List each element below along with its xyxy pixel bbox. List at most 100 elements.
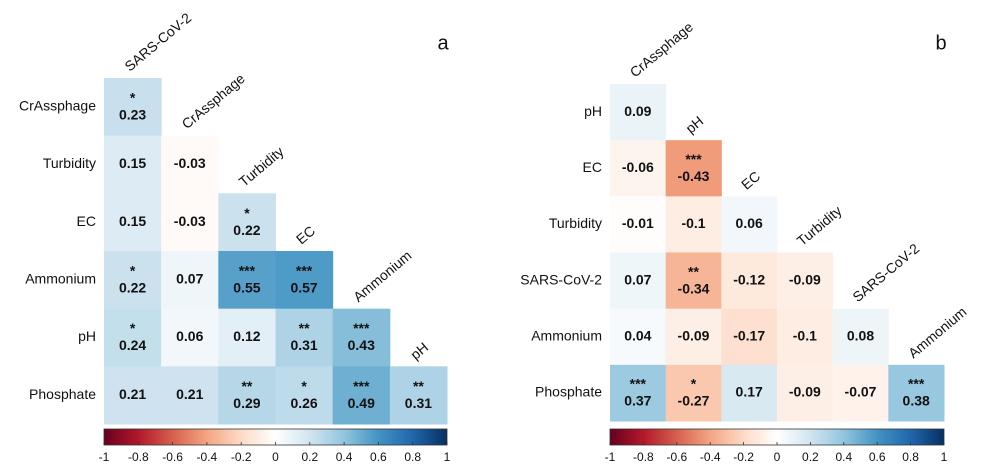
cell [161, 308, 219, 367]
cell-value: 0.08 [847, 327, 874, 343]
cell-value: -0.17 [733, 327, 765, 343]
cell [610, 84, 667, 141]
cell-value: -0.06 [622, 159, 654, 175]
cell [777, 364, 834, 422]
significance: *** [239, 263, 256, 279]
cell [104, 366, 162, 425]
cell [721, 364, 778, 422]
cell [218, 308, 276, 367]
cell-value: 0.04 [624, 327, 651, 343]
colorbar-tick-label: -0.4 [700, 450, 721, 464]
colorbar-tick-label: 0 [774, 450, 781, 464]
colorbar-tick-label: 1 [444, 450, 451, 464]
cell-value: 0.31 [290, 337, 317, 353]
cell-value: 0.23 [119, 107, 146, 123]
cell-value: -0.09 [789, 384, 821, 400]
cell-value: 0.07 [624, 271, 651, 287]
cell [665, 364, 722, 422]
cell-value: 0.21 [176, 386, 203, 402]
cell [665, 252, 722, 310]
row-label: Ammonium [531, 327, 602, 343]
row-label: pH [78, 328, 96, 344]
colorbar-tick-label: 1 [941, 450, 948, 464]
column-label: Ammonium [350, 247, 415, 305]
colorbar-tick-label: -1 [605, 450, 616, 464]
colorbar-tick-label: 0.4 [336, 450, 353, 464]
cell-value: 0.49 [348, 395, 375, 411]
colorbar-tick-label: -0.8 [633, 450, 654, 464]
row-label: Phosphate [535, 384, 602, 400]
cell [665, 140, 722, 197]
cell [104, 135, 162, 194]
cell [389, 366, 448, 425]
significance: ** [413, 378, 424, 394]
colorbar-tick-label: 0.2 [301, 450, 318, 464]
significance: ** [688, 263, 699, 279]
significance: * [691, 376, 697, 392]
significance: * [130, 320, 136, 336]
cell [721, 308, 778, 366]
significance: *** [630, 376, 647, 392]
cell-value: 0.22 [119, 280, 146, 296]
cell-value: -0.07 [845, 384, 877, 400]
cell [610, 364, 667, 422]
cell [610, 140, 667, 197]
colorbar-tick-label: -0.8 [128, 450, 149, 464]
significance: * [130, 263, 136, 279]
colorbar-tick-label: 0.6 [370, 450, 387, 464]
colorbar-tick-label: 0.4 [835, 450, 852, 464]
cell [161, 135, 219, 194]
column-label: pH [407, 339, 431, 363]
cell-value: 0.06 [176, 328, 203, 344]
cell-value: 0.24 [119, 337, 146, 353]
significance: *** [296, 263, 313, 279]
cell-value: -0.1 [681, 215, 705, 231]
cell [721, 252, 778, 310]
row-label: pH [584, 103, 602, 119]
column-label: EC [293, 223, 318, 248]
cell-value: -0.12 [733, 271, 765, 287]
cell-value: 0.06 [736, 215, 763, 231]
cell [721, 196, 778, 253]
cell-value: -0.43 [678, 168, 710, 184]
column-label: Ammonium [905, 303, 970, 361]
cell [218, 366, 276, 425]
cell [275, 308, 334, 367]
cell-value: -0.27 [678, 393, 710, 409]
cell [104, 78, 162, 137]
column-label: Turbidity [794, 202, 845, 248]
cell-value: 0.26 [290, 395, 317, 411]
significance: *** [685, 151, 702, 167]
cell-value: -0.03 [174, 155, 206, 171]
column-label: CrAssphage [179, 70, 248, 132]
cell-value: 0.55 [233, 280, 260, 296]
cell [161, 193, 219, 252]
cell-value: -0.1 [793, 327, 817, 343]
cell [832, 308, 889, 366]
cell [218, 193, 276, 252]
colorbar-tick-label: -0.2 [733, 450, 754, 464]
cell [610, 252, 667, 310]
cell [161, 366, 219, 425]
row-label: CrAssphage [19, 98, 96, 114]
colorbar-tick-label: 0.8 [404, 450, 421, 464]
colorbar-tick-label: -0.6 [162, 450, 183, 464]
significance: * [244, 205, 250, 221]
cell [218, 251, 276, 310]
cell [610, 308, 667, 366]
column-label: CrAssphage [627, 18, 696, 80]
panel-label: a [437, 32, 449, 54]
row-label: Turbidity [549, 215, 602, 231]
colorbar-tick-label: -0.6 [666, 450, 687, 464]
cell [161, 251, 219, 310]
column-label: Turbidity [236, 143, 287, 189]
row-label: EC [77, 213, 96, 229]
significance: ** [241, 378, 252, 394]
cell-value: 0.22 [233, 222, 260, 238]
cell [832, 364, 889, 422]
cell [104, 251, 162, 310]
column-label: SARS-CoV-2 [121, 9, 194, 74]
column-label: EC [738, 168, 763, 193]
cell-value: 0.38 [903, 393, 930, 409]
